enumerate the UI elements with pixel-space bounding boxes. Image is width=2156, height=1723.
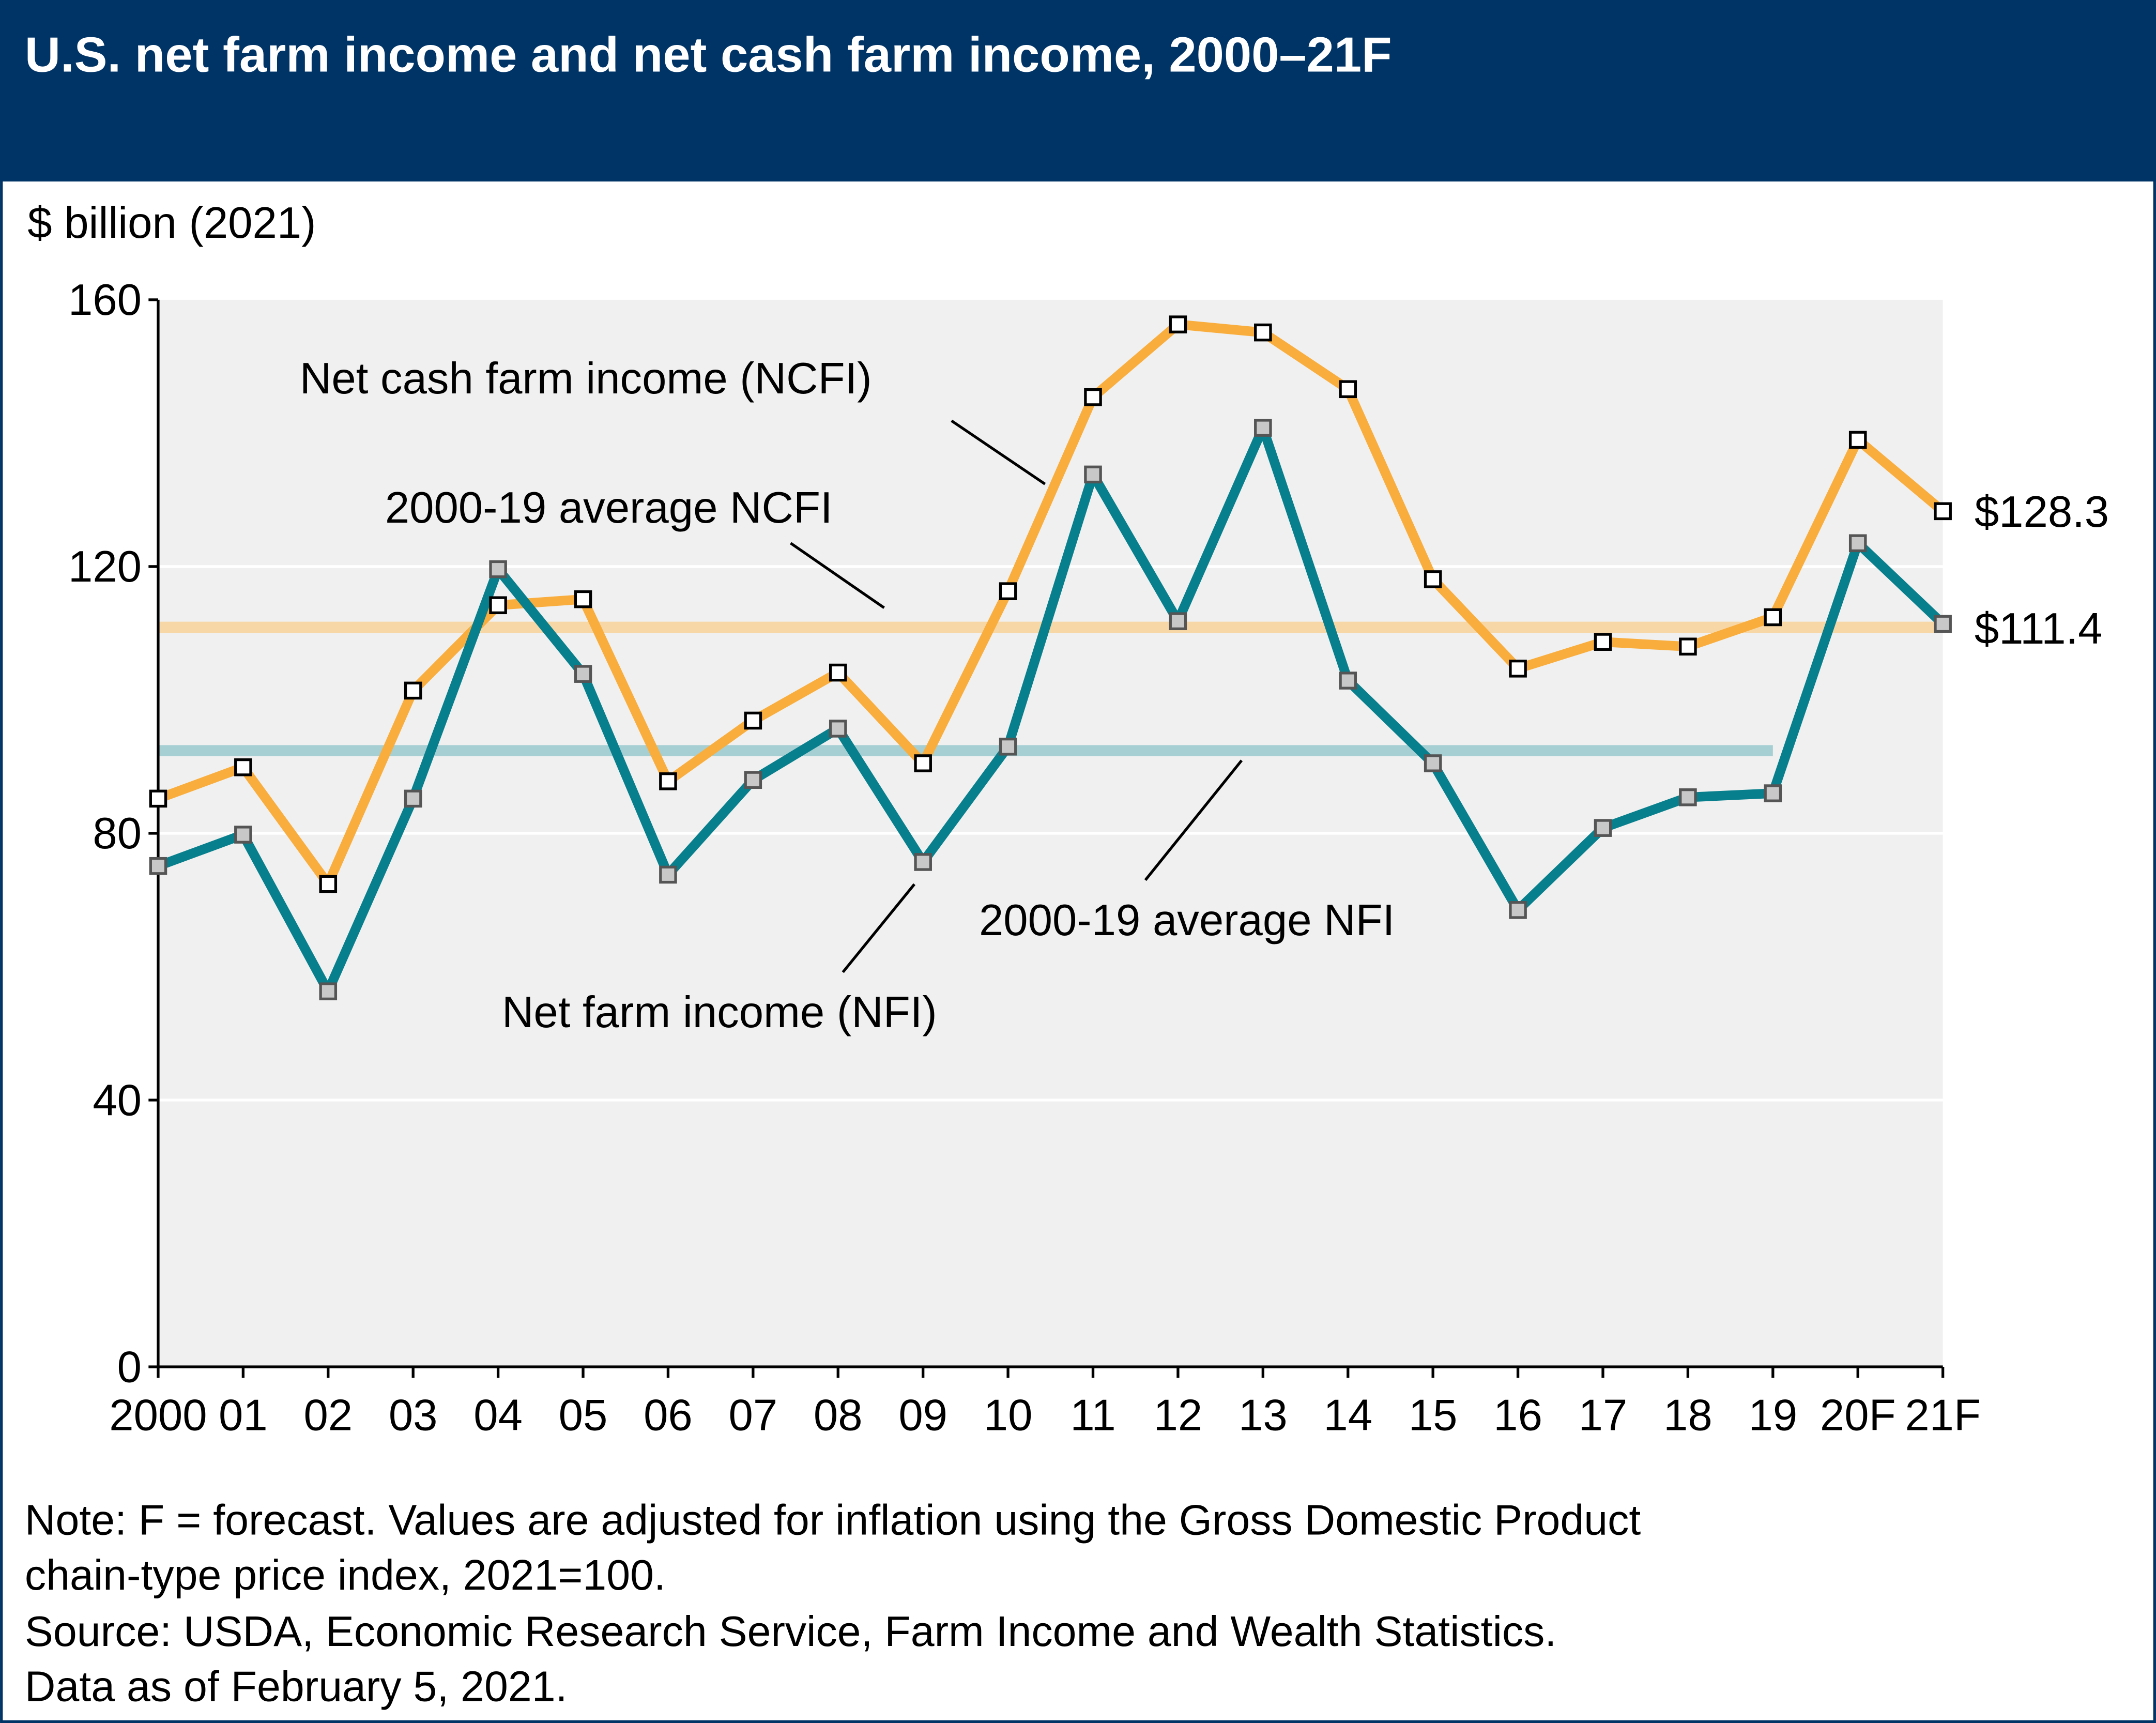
data-point-nfi (489, 560, 507, 578)
data-point-ncfi (234, 758, 252, 776)
annotation-avg-ncfi: 2000-19 average NCFI (385, 483, 833, 532)
data-point-nfi (914, 853, 932, 871)
data-point-nfi (1254, 419, 1272, 437)
leader-nfi (842, 883, 916, 973)
leader-avg-ncfi (790, 542, 885, 609)
annotation-ncfi: Net cash farm income (NCFI) (300, 354, 872, 403)
data-point-ncfi (1679, 637, 1697, 656)
data-point-nfi (574, 665, 592, 683)
data-point-nfi (1084, 465, 1102, 484)
note-line-1: Note: F = forecast. Values are adjusted … (25, 1497, 1641, 1544)
data-point-nfi (1169, 612, 1187, 631)
data-point-ncfi (404, 681, 422, 700)
data-point-nfi (829, 720, 847, 738)
data-point-nfi (1934, 615, 1952, 633)
y-tick-label: 80 (93, 809, 142, 858)
x-tick-label: 11 (1070, 1391, 1115, 1440)
data-point-ncfi (319, 875, 338, 893)
data-point-ncfi (149, 789, 167, 808)
x-tick-label: 19 (1748, 1391, 1797, 1440)
data-point-nfi (999, 737, 1017, 756)
data-point-nfi (1764, 784, 1782, 802)
y-tick-label: 40 (93, 1076, 142, 1125)
data-point-ncfi (829, 663, 847, 682)
x-tick-label: 07 (729, 1391, 778, 1440)
data-point-ncfi (1339, 380, 1357, 399)
x-tick-label: 03 (389, 1391, 438, 1440)
x-tick-label: 18 (1663, 1391, 1712, 1440)
data-point-nfi (1509, 901, 1527, 919)
chart-title: U.S. net farm income and net cash farm i… (25, 27, 1392, 82)
data-point-nfi (404, 789, 422, 808)
leader-ncfi (951, 419, 1046, 485)
end-label-ncfi: $128.3 (1975, 487, 2109, 537)
data-point-nfi (744, 771, 762, 789)
annotation-avg-nfi: 2000-19 average NFI (979, 896, 1395, 945)
data-point-ncfi (744, 711, 762, 730)
x-tick-label: 06 (644, 1391, 693, 1440)
y-tick-label: 160 (68, 276, 142, 325)
x-tick-label: 16 (1493, 1391, 1542, 1440)
data-point-ncfi (1934, 502, 1952, 521)
annotation-nfi: Net farm income (NFI) (502, 988, 937, 1037)
data-point-ncfi (999, 582, 1017, 600)
x-tick-label: 05 (559, 1391, 608, 1440)
leader-avg-nfi (1144, 759, 1243, 881)
x-tick-label: 04 (473, 1391, 523, 1440)
x-tick-label: 17 (1579, 1391, 1628, 1440)
x-tick-label: 10 (984, 1391, 1033, 1440)
y-axis-label: $ billion (2021) (27, 199, 316, 248)
x-tick-label: 15 (1409, 1391, 1458, 1440)
y-tick-label: 0 (117, 1343, 142, 1392)
data-point-nfi (1679, 788, 1697, 806)
data-point-ncfi (914, 754, 932, 772)
x-tick-label: 2000 (109, 1391, 207, 1440)
data-point-nfi (1594, 819, 1612, 837)
data-point-nfi (1848, 534, 1867, 553)
x-tick-label: 09 (898, 1391, 947, 1440)
data-point-ncfi (489, 596, 507, 615)
source-line: Source: USDA, Economic Research Service,… (25, 1608, 1556, 1655)
data-point-ncfi (1509, 660, 1527, 678)
data-point-nfi (1424, 754, 1442, 772)
data-point-ncfi (1169, 315, 1187, 333)
x-tick-label: 01 (219, 1391, 268, 1440)
x-tick-label: 14 (1323, 1391, 1372, 1440)
data-point-nfi (319, 982, 338, 1001)
data-point-nfi (149, 857, 167, 875)
series-line-nfi (156, 423, 1947, 997)
x-tick-label: 21F (1905, 1391, 1981, 1440)
data-point-ncfi (1594, 633, 1612, 651)
data-point-ncfi (1848, 431, 1867, 449)
data-point-nfi (234, 826, 252, 844)
x-tick-label: 02 (303, 1391, 353, 1440)
x-tick-label: 20F (1820, 1391, 1896, 1440)
data-point-ncfi (1254, 323, 1272, 342)
note-line-2: chain-type price index, 2021=100. (25, 1551, 666, 1599)
series-line-ncfi (156, 319, 1946, 889)
data-point-nfi (659, 865, 677, 884)
data-point-ncfi (574, 590, 592, 608)
x-tick-label: 13 (1238, 1391, 1288, 1440)
x-tick-label: 08 (814, 1391, 863, 1440)
data-point-ncfi (1424, 570, 1442, 588)
data-point-ncfi (1764, 608, 1782, 627)
y-tick-label: 120 (68, 542, 142, 591)
data-point-ncfi (659, 772, 677, 790)
end-label-nfi: $111.4 (1975, 604, 2103, 653)
data-point-nfi (1339, 672, 1357, 690)
data-date-line: Data as of February 5, 2021. (25, 1663, 568, 1710)
header-bar (0, 0, 2156, 182)
data-point-ncfi (1084, 388, 1102, 406)
x-tick-label: 12 (1154, 1391, 1203, 1440)
